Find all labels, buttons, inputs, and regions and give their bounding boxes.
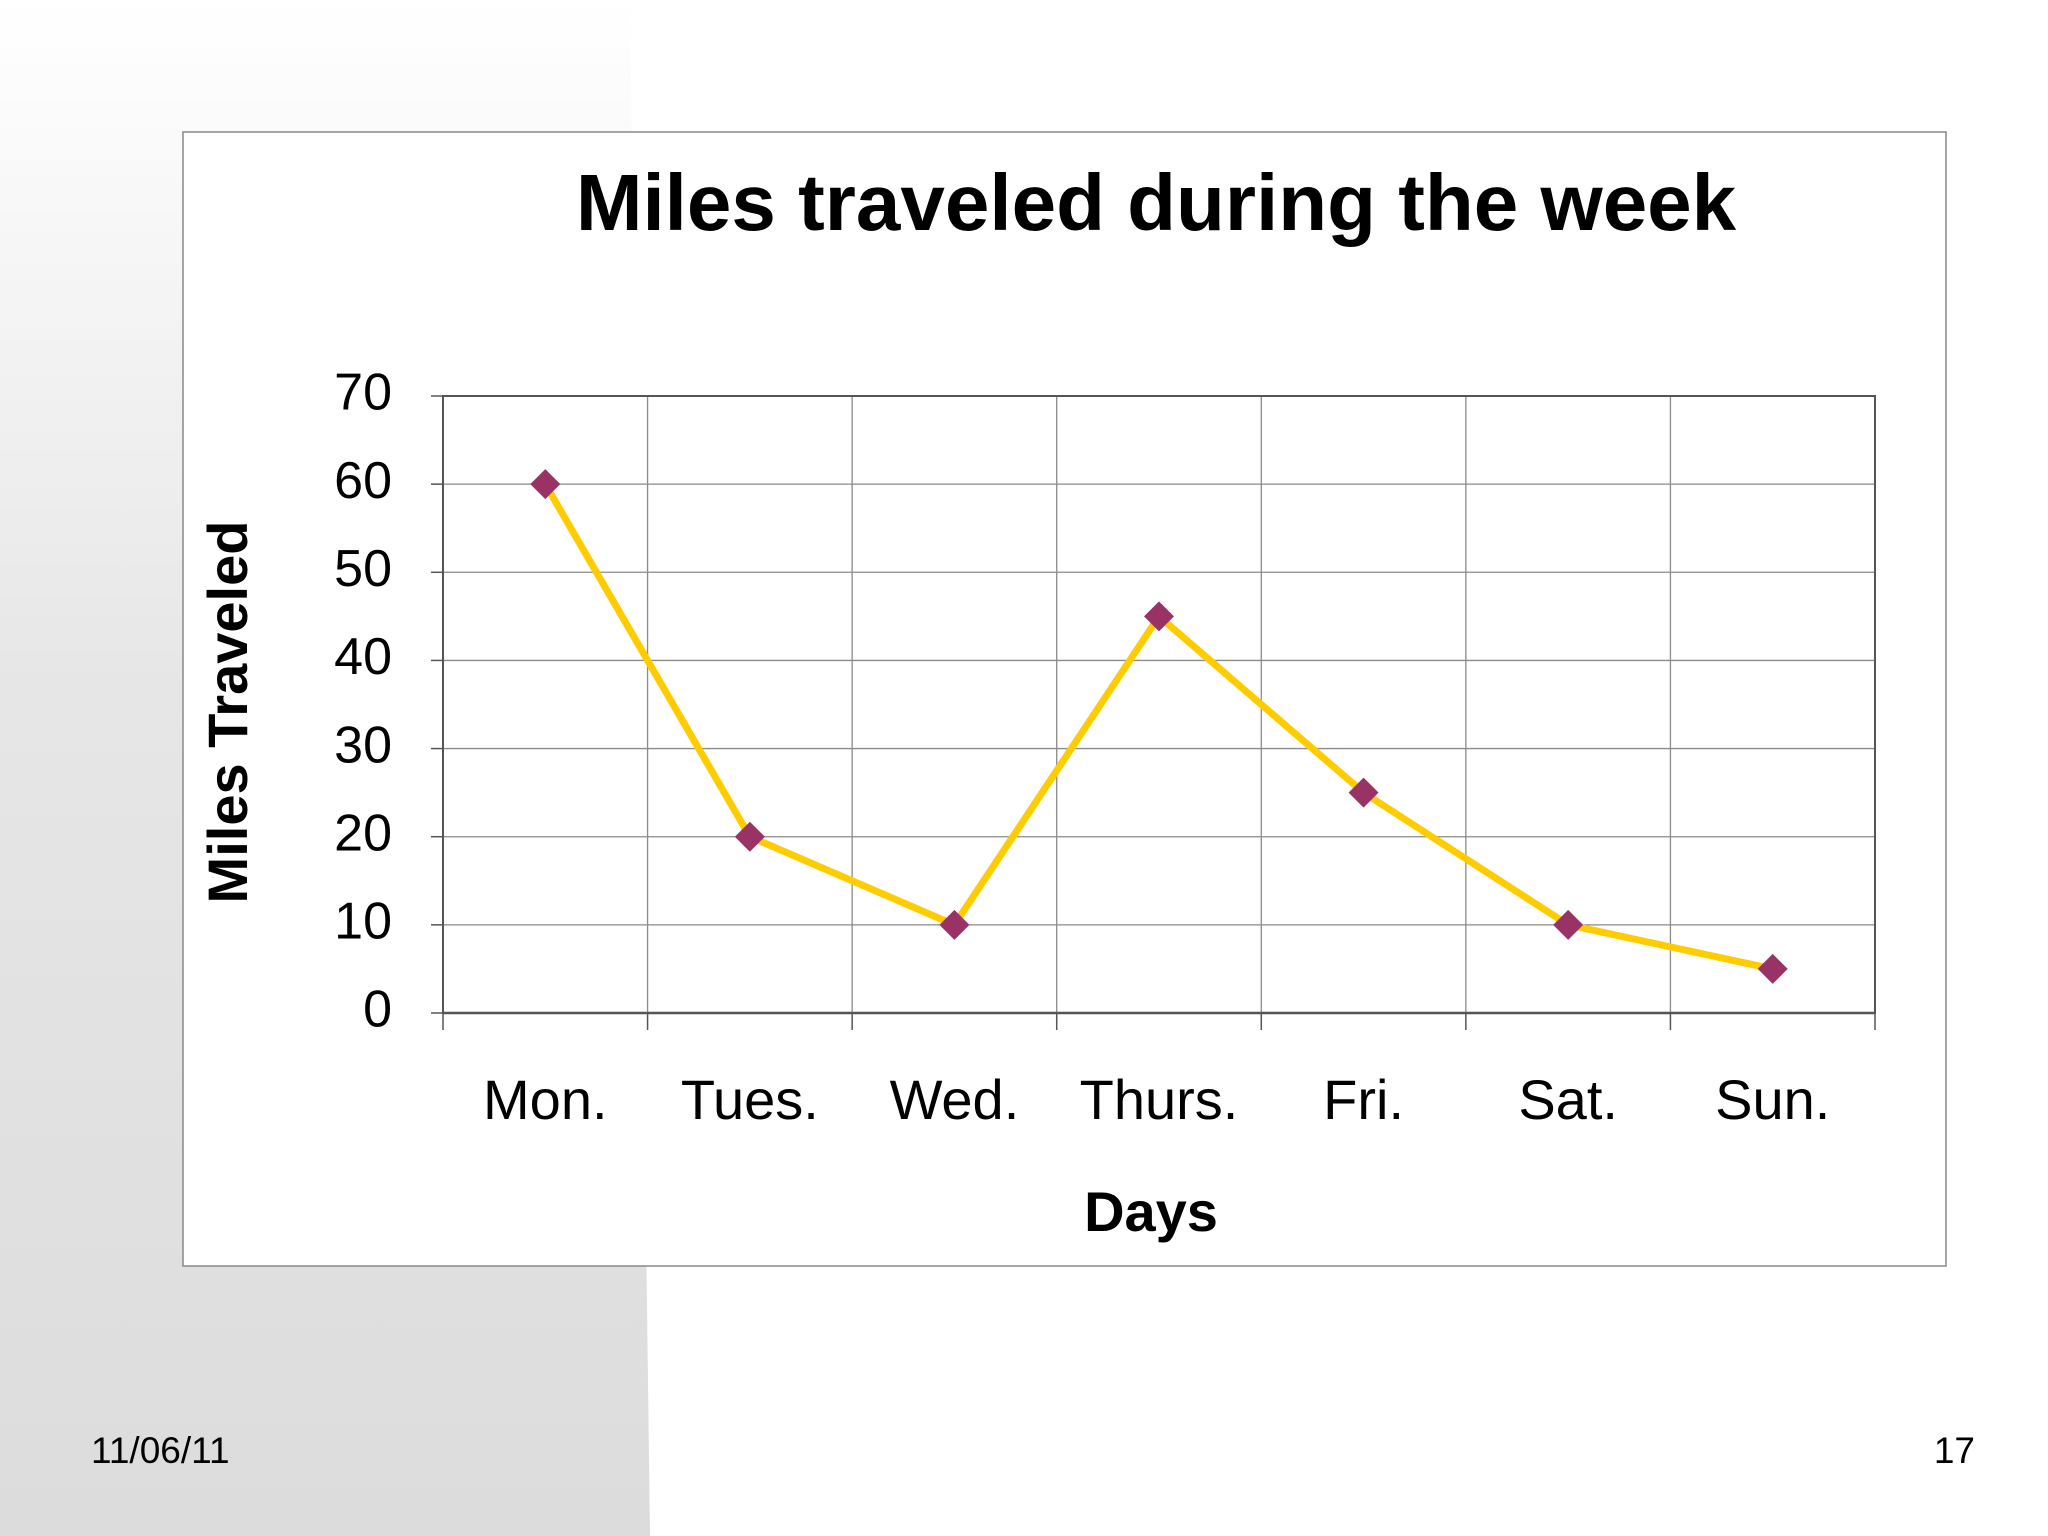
y-tick-label: 60 <box>334 452 392 510</box>
page-number: 17 <box>1934 1430 1975 1471</box>
data-marker <box>939 909 970 940</box>
data-marker <box>1144 601 1174 632</box>
chart-frame <box>182 131 1947 1267</box>
data-marker <box>530 469 561 500</box>
data-marker <box>1553 909 1584 940</box>
y-tick-label: 40 <box>334 628 392 686</box>
x-tick-label: Tues. <box>681 1068 819 1131</box>
data-marker <box>1757 953 1788 984</box>
x-tick-label: Sun. <box>1715 1068 1830 1131</box>
data-marker <box>1348 777 1379 808</box>
x-tick-label: Wed. <box>890 1068 1020 1131</box>
y-tick-label: 10 <box>334 893 392 951</box>
x-tick-label: Mon. <box>483 1068 608 1131</box>
y-tick-label: 0 <box>363 981 392 1039</box>
data-marker <box>734 821 765 852</box>
chart-title: Miles traveled during the week <box>576 158 1737 247</box>
x-tick-label: Fri. <box>1323 1068 1404 1131</box>
y-axis-title: Miles Traveled <box>196 521 259 904</box>
y-tick-label: 30 <box>334 716 392 774</box>
y-tick-label: 50 <box>334 540 392 598</box>
x-tick-label: Sat. <box>1518 1068 1618 1131</box>
x-tick-label: Thurs. <box>1080 1068 1239 1131</box>
footer-date: 11/06/11 <box>91 1430 230 1471</box>
x-axis-title: Days <box>1084 1180 1218 1243</box>
y-tick-label: 20 <box>334 804 392 862</box>
y-tick-label: 70 <box>334 364 392 422</box>
